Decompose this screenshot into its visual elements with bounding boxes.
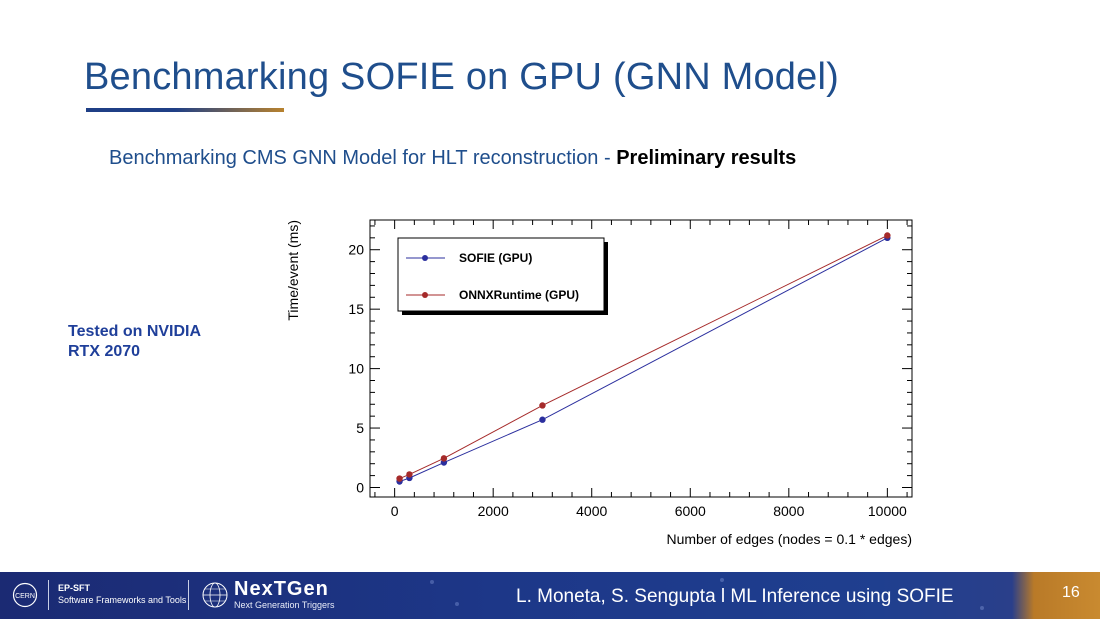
footer-bar: CERN EP-SFT Software Frameworks and Tool… bbox=[0, 572, 1100, 619]
org-block: EP-SFT Software Frameworks and Tools bbox=[58, 582, 186, 606]
slide-title: Benchmarking SOFIE on GPU (GNN Model) bbox=[84, 56, 839, 98]
footer-dot bbox=[720, 578, 724, 582]
x-axis-label: Number of edges (nodes = 0.1 * edges) bbox=[666, 531, 912, 547]
legend-label-sofie: SOFIE (GPU) bbox=[459, 251, 532, 265]
nextgen-globe-icon bbox=[202, 582, 228, 608]
nextgen-name: NexTGen bbox=[234, 578, 329, 600]
benchmark-chart: 0 2000 4000 6000 8000 10000 0 5 10 15 20 SOFIE (GP… bbox=[285, 219, 913, 547]
page-number: 16 bbox=[1062, 584, 1080, 601]
hardware-note-line2: RTX 2070 bbox=[68, 343, 141, 360]
hardware-note: Tested on NVIDIA RTX 2070 bbox=[68, 322, 201, 362]
y-tick-label: 0 bbox=[356, 479, 364, 495]
subtitle-highlight: Preliminary results bbox=[616, 147, 797, 169]
cern-logo-icon: CERN bbox=[12, 582, 38, 608]
series-point-1 bbox=[396, 475, 403, 482]
legend-box bbox=[397, 237, 605, 312]
axes: 0 2000 4000 6000 8000 10000 0 5 10 15 20 bbox=[348, 220, 912, 519]
footer-dot bbox=[980, 606, 984, 610]
series-point-0 bbox=[539, 416, 546, 423]
nextgen-brand: NexTGen Next Generation Triggers bbox=[234, 578, 335, 611]
legend-marker-sofie bbox=[422, 255, 428, 261]
footer-credit: L. Moneta, S. Sengupta l ML Inference us… bbox=[516, 586, 954, 607]
x-tick-label: 2000 bbox=[478, 503, 509, 519]
footer-dot bbox=[455, 602, 459, 606]
footer-dot bbox=[430, 580, 434, 584]
org-name: EP-SFT bbox=[58, 583, 91, 593]
series-layer bbox=[396, 232, 891, 485]
series-point-1 bbox=[539, 402, 546, 409]
legend-marker-onnx bbox=[422, 292, 428, 298]
hardware-note-line1: Tested on NVIDIA bbox=[68, 323, 202, 340]
title-underline bbox=[86, 108, 284, 112]
footer-divider bbox=[188, 580, 189, 610]
org-description: Software Frameworks and Tools bbox=[58, 595, 187, 605]
legend-label-onnx: ONNXRuntime (GPU) bbox=[459, 288, 579, 302]
chart-legend: SOFIE (GPU) ONNXRuntime (GPU) bbox=[397, 237, 608, 315]
series-point-1 bbox=[406, 471, 413, 478]
y-tick-label: 5 bbox=[356, 420, 364, 436]
nextgen-tagline: Next Generation Triggers bbox=[234, 600, 335, 610]
y-tick-label: 20 bbox=[348, 242, 364, 258]
y-tick-label: 10 bbox=[348, 361, 364, 377]
series-point-1 bbox=[884, 232, 891, 239]
footer-divider bbox=[48, 580, 49, 610]
x-tick-label: 0 bbox=[391, 503, 399, 519]
series-point-1 bbox=[440, 455, 448, 462]
cern-logo-text: CERN bbox=[15, 593, 35, 600]
x-tick-label: 4000 bbox=[576, 503, 607, 519]
x-tick-label: 6000 bbox=[675, 503, 706, 519]
subtitle-text: Benchmarking CMS GNN Model for HLT recon… bbox=[109, 147, 617, 169]
x-tick-label: 10000 bbox=[868, 503, 907, 519]
x-tick-label: 8000 bbox=[773, 503, 804, 519]
slide-subtitle: Benchmarking CMS GNN Model for HLT recon… bbox=[109, 147, 796, 170]
y-tick-label: 15 bbox=[348, 301, 364, 317]
y-axis-label: Time/event (ms) bbox=[285, 220, 301, 321]
